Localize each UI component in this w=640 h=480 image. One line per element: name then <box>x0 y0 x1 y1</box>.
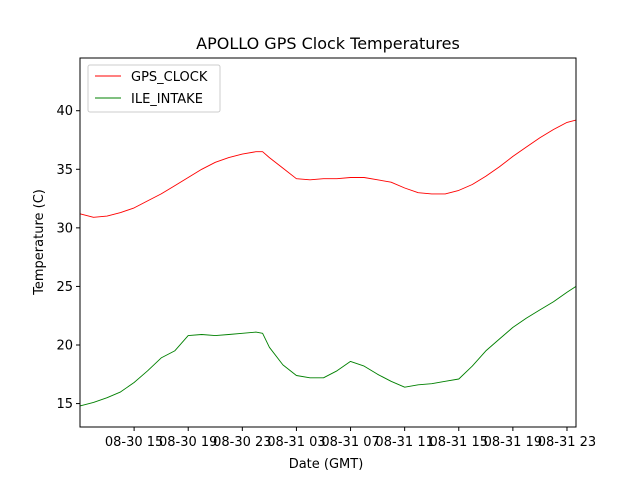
x-tick-label: 08-31 07 <box>321 435 379 450</box>
x-tick-label: 08-30 23 <box>213 435 271 450</box>
y-tick-label: 30 <box>56 221 73 236</box>
plot-area <box>80 58 576 427</box>
x-axis-label: Date (GMT) <box>289 457 364 472</box>
plot-frame <box>79 57 577 428</box>
y-tick-label: 35 <box>56 163 73 178</box>
y-axis-label: Temperature (C) <box>32 189 47 296</box>
y-tick-label: 20 <box>56 339 73 354</box>
legend-label-gps-clock: GPS_CLOCK <box>131 70 208 85</box>
x-tick-label: 08-31 11 <box>375 435 433 450</box>
legend: GPS_CLOCK ILE_INTAKE <box>87 64 221 113</box>
legend-label-ile-intake: ILE_INTAKE <box>131 92 203 107</box>
y-tick-label: 15 <box>56 397 73 412</box>
x-tick-label: 08-31 15 <box>430 435 488 450</box>
x-tick-label: 08-30 19 <box>159 435 217 450</box>
x-tick-label: 08-30 15 <box>105 435 163 450</box>
x-tick-label: 08-31 19 <box>484 435 542 450</box>
x-tick-label: 08-31 23 <box>538 435 596 450</box>
series-line-ile-intake <box>79 286 577 407</box>
x-tick-label: 08-31 03 <box>267 435 325 450</box>
y-axis-ticks: 15 20 25 30 35 40 <box>56 104 80 412</box>
chart-title: APOLLO GPS Clock Temperatures <box>196 34 460 53</box>
series-line-gps-clock <box>79 119 577 218</box>
y-tick-label: 40 <box>56 104 73 119</box>
y-tick-label: 25 <box>56 280 73 295</box>
series-layer <box>79 119 577 407</box>
legend-box <box>87 64 221 113</box>
